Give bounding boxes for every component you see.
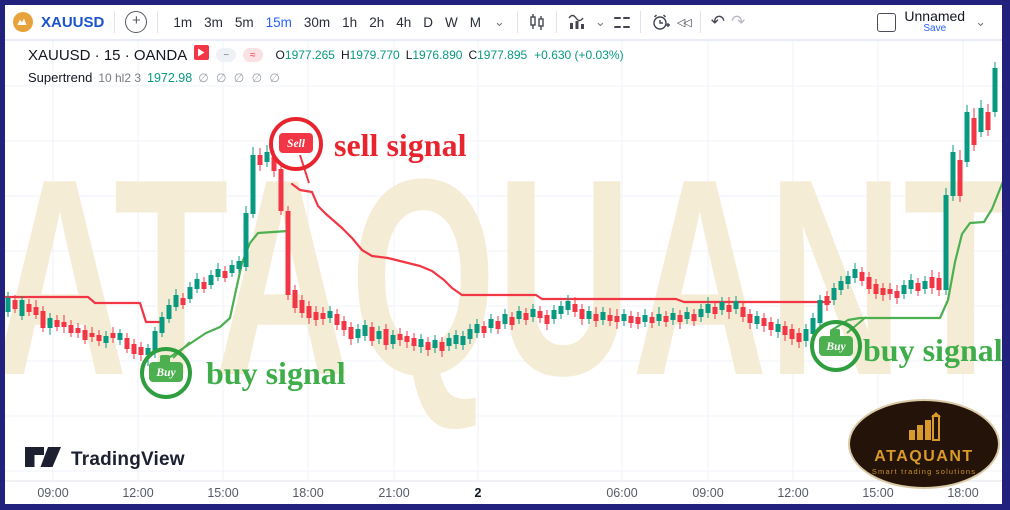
divider: [639, 11, 641, 33]
ohlc-L: L1976.890: [405, 48, 463, 62]
svg-text:2: 2: [475, 486, 482, 500]
tradingview-logo[interactable]: TradingView: [24, 446, 185, 473]
symbol-title[interactable]: XAUUSD · 15 · OANDA: [28, 46, 188, 64]
timeframe-4h[interactable]: 4h: [391, 12, 416, 33]
svg-text:15:00: 15:00: [862, 486, 893, 500]
chart-style-candles-icon[interactable]: [528, 13, 546, 31]
ohlc-O: O1977.265: [275, 48, 335, 62]
broker-flag-icon: [194, 45, 210, 65]
svg-text:18:00: 18:00: [947, 486, 978, 500]
svg-text:12:00: 12:00: [777, 486, 808, 500]
indicator-params: 10 hl2 3: [98, 70, 142, 85]
top-toolbar: XAUUSD + 1m 3m 5m 15m 30m 1h 2h 4h D W M ⌄ ⌄ ◁◁ ↶: [5, 5, 1002, 41]
symbol-logo-icon[interactable]: [13, 12, 33, 32]
bar-replay-icon[interactable]: ◁◁: [676, 16, 692, 29]
svg-text:09:00: 09:00: [692, 486, 723, 500]
divider: [516, 11, 518, 33]
divider: [157, 11, 159, 33]
chevron-down-icon[interactable]: ⌄: [494, 14, 505, 29]
ataquant-logo-badge: ATAQUANT Smart trading solutions: [848, 399, 1000, 489]
compare-add-symbol-icon[interactable]: +: [125, 11, 148, 33]
change-value: +0.630 (+0.03%): [534, 48, 624, 62]
timeframe-1m[interactable]: 1m: [168, 12, 197, 33]
chart-surface: XAUUSD + 1m 3m 5m 15m 30m 1h 2h 4h D W M ⌄ ⌄ ◁◁ ↶: [5, 5, 1002, 504]
ataquant-bars-icon: [903, 412, 945, 447]
buy-signal-marker-2[interactable]: Buy: [810, 316, 867, 372]
svg-text:12:00: 12:00: [122, 486, 153, 500]
toolbar-right-group: Unnamed Save ⌄: [877, 9, 994, 34]
buy-signal-text: buy signal: [863, 332, 1002, 368]
ataquant-name: ATAQUANT: [874, 448, 974, 465]
divider: [699, 11, 701, 33]
timeframe-5m[interactable]: 5m: [230, 12, 259, 33]
alert-clock-icon[interactable]: [651, 12, 671, 32]
indicator-status-icons[interactable]: ∅ ∅ ∅ ∅ ∅: [198, 70, 282, 85]
time-axis[interactable]: 09:00 12:00 15:00 18:00 21:00 2 06:00 09:00 12:0…: [37, 486, 978, 500]
divider: [114, 11, 116, 33]
ataquant-tagline: Smart trading solutions: [871, 467, 977, 476]
timeframe-2h[interactable]: 2h: [364, 12, 389, 33]
svg-text:Buy: Buy: [155, 367, 176, 379]
layout-grid-icon[interactable]: [613, 14, 630, 30]
timeframe-M[interactable]: M: [465, 12, 486, 33]
undo-icon[interactable]: ↶: [710, 12, 725, 31]
buy-signal-marker-1[interactable]: Buy: [140, 341, 192, 399]
svg-text:15:00: 15:00: [207, 486, 238, 500]
timeframe-30m[interactable]: 30m: [299, 12, 335, 33]
sell-signal-text: sell signal: [334, 127, 467, 163]
chevron-down-icon[interactable]: ⌄: [975, 14, 986, 29]
svg-text:Sell: Sell: [287, 138, 306, 150]
chart-legend: XAUUSD · 15 · OANDA − ≈ O1977.265 H1979.7…: [28, 45, 624, 85]
svg-text:06:00: 06:00: [606, 486, 637, 500]
candlesticks: [5, 62, 998, 366]
layout-name-button[interactable]: Unnamed Save: [904, 9, 965, 34]
indicator-value: 1972.98: [147, 70, 193, 85]
legend-collapse-pill[interactable]: −: [216, 48, 237, 62]
ohlc-values: O1977.265 H1979.770 L1976.890 C1977.895: [276, 48, 528, 62]
timeframe-15m[interactable]: 15m: [261, 12, 297, 33]
tradingview-glyph-icon: [24, 446, 64, 473]
timeframe-1h[interactable]: 1h: [337, 12, 362, 33]
layout-name-label: Unnamed: [904, 8, 966, 25]
symbol-search-button[interactable]: XAUUSD: [41, 13, 105, 31]
indicators-icon[interactable]: [567, 13, 587, 31]
divider: [555, 11, 557, 33]
svg-text:09:00: 09:00: [37, 486, 68, 500]
timeframe-group: 1m 3m 5m 15m 30m 1h 2h 4h D W M: [168, 12, 486, 33]
redo-icon: ↷: [731, 12, 746, 31]
svg-text:18:00: 18:00: [292, 486, 323, 500]
indicator-name[interactable]: Supertrend: [28, 70, 93, 85]
chevron-down-icon[interactable]: ⌄: [594, 14, 606, 29]
svg-text:21:00: 21:00: [378, 486, 409, 500]
buy-signal-text: buy signal: [206, 355, 346, 391]
svg-text:Buy: Buy: [825, 341, 846, 353]
legend-approx-pill[interactable]: ≈: [243, 48, 263, 62]
timeframe-3m[interactable]: 3m: [199, 12, 228, 33]
gridlines: [5, 40, 1002, 481]
timeframe-D[interactable]: D: [418, 12, 438, 33]
timeframe-W[interactable]: W: [440, 12, 463, 33]
ataquant-watermark: ATAQUANT: [5, 122, 1002, 434]
save-link[interactable]: Save: [923, 23, 947, 35]
tradingview-wordmark: TradingView: [71, 448, 185, 470]
ohlc-C: C1977.895: [468, 48, 528, 62]
ohlc-H: H1979.770: [340, 48, 400, 62]
save-layout-icon[interactable]: [877, 12, 897, 32]
sell-signal-marker[interactable]: Sell: [269, 117, 323, 184]
